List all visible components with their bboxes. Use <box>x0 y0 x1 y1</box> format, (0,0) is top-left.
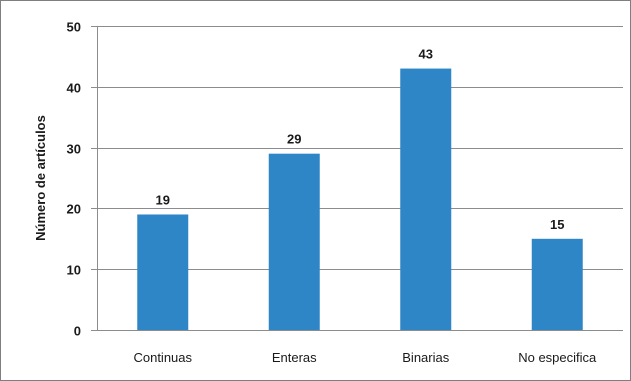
bars <box>137 68 583 330</box>
x-tick-label-no-especifica: No especifica <box>518 350 597 365</box>
bar-enteras <box>268 153 320 330</box>
data-label-no-especifica: 15 <box>550 217 564 232</box>
x-tick-label-enteras: Enteras <box>272 350 317 365</box>
data-label-enteras: 29 <box>287 132 301 147</box>
bar-no-especifica <box>531 238 583 330</box>
data-label-binarias: 43 <box>419 47 433 62</box>
x-tick-label-binarias: Binarias <box>402 350 449 365</box>
y-axis-ticks: 0 10 20 30 40 50 <box>67 20 81 339</box>
data-labels: 19 29 43 15 <box>156 47 565 232</box>
y-tick-label-40: 40 <box>67 81 81 96</box>
y-tick-label-10: 10 <box>67 263 81 278</box>
y-tick-label-20: 20 <box>67 202 81 217</box>
x-tick-label-continuas: Continuas <box>133 350 192 365</box>
bar-continuas <box>137 214 189 330</box>
data-label-continuas: 19 <box>156 192 170 207</box>
bar-binarias <box>400 68 452 330</box>
category-labels: Continuas Enteras Binarias No especifica <box>133 350 597 365</box>
y-tick-label-0: 0 <box>74 324 81 339</box>
y-axis-title: Número de artículos <box>33 115 48 241</box>
y-tick-label-50: 50 <box>67 20 81 35</box>
y-tick-label-30: 30 <box>67 142 81 157</box>
